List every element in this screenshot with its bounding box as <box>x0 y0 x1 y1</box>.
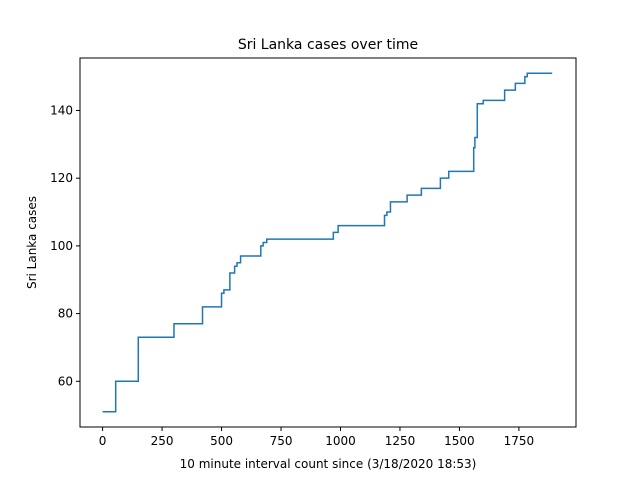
x-tick-label: 0 <box>99 434 107 448</box>
plot-frame <box>79 57 577 428</box>
y-axis: 60 80 100 120 140 <box>50 103 80 388</box>
x-tick-label: 1250 <box>385 434 416 448</box>
x-tick-label: 1500 <box>444 434 475 448</box>
chart-title: Sri Lanka cases over time <box>238 37 418 53</box>
y-tick-label: 100 <box>50 239 73 253</box>
x-tick-label: 250 <box>151 434 174 448</box>
x-tick-label: 500 <box>210 434 233 448</box>
y-tick-label: 60 <box>58 374 73 388</box>
x-axis: 0 250 500 750 1000 1250 1500 1750 <box>99 427 534 448</box>
x-tick-label: 1000 <box>325 434 356 448</box>
y-axis-label: Sri Lanka cases <box>25 196 39 289</box>
y-tick-label: 120 <box>50 171 73 185</box>
y-tick-label: 80 <box>58 307 73 321</box>
x-tick-label: 1750 <box>504 434 535 448</box>
plot-area <box>102 72 553 413</box>
x-tick-label: 750 <box>270 434 293 448</box>
y-tick-label: 140 <box>50 103 73 117</box>
series-line <box>102 72 553 413</box>
x-axis-label: 10 minute interval count since (3/18/202… <box>180 457 477 471</box>
